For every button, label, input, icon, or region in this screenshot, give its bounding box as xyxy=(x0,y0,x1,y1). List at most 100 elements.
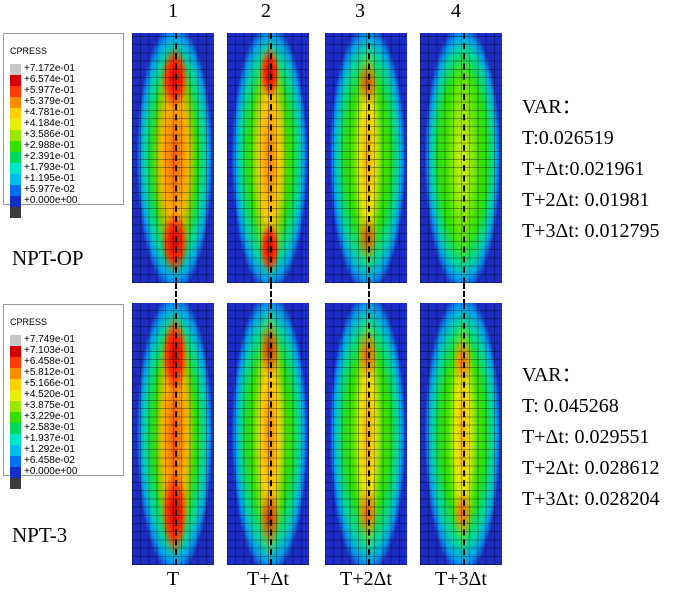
pressure-field xyxy=(325,33,407,283)
center-axis xyxy=(175,33,177,283)
legend-value: +3.875e-01 xyxy=(24,400,75,411)
contour-panel-npt-3-t-3dt xyxy=(420,303,502,565)
legend-value: +2.988e-01 xyxy=(24,140,75,151)
mesh-grid xyxy=(132,33,214,283)
legend-value: +6.574e-01 xyxy=(24,74,75,85)
contour-panel-npt-3-t-2dt xyxy=(325,303,407,565)
legend-value: +7.172e-01 xyxy=(24,63,75,74)
pressure-field xyxy=(420,303,502,565)
legend-value: +0.000e+00 xyxy=(24,195,78,206)
legend-npt-op: CPRESS +7.172e-01 +6.574e-01 +5.977e-01 +5.… xyxy=(3,33,124,218)
mesh-grid xyxy=(420,303,502,565)
center-axis xyxy=(270,303,272,565)
column-number-4: 4 xyxy=(451,0,461,22)
legend-value: +7.749e-01 xyxy=(24,334,75,345)
legend-value: +6.458e-01 xyxy=(24,356,75,367)
legend-value: +1.195e-01 xyxy=(24,173,75,184)
column-label-t: T xyxy=(166,568,180,590)
column-label-t-3dt: T+3Δt xyxy=(435,568,487,590)
pressure-field xyxy=(325,303,407,565)
contour-panel-npt-3-t-dt xyxy=(227,303,309,565)
var-line-t-2dt: T+2Δt: 0.028612 xyxy=(522,457,660,479)
legend-swatch xyxy=(10,357,21,368)
legend-value: +2.583e-01 xyxy=(24,422,75,433)
column-number-1: 1 xyxy=(168,0,178,22)
legend-value: +7.103e-01 xyxy=(24,345,75,356)
legend-swatch xyxy=(10,163,21,174)
var-line-t-dt: T+Δt:0.021961 xyxy=(522,158,645,180)
legend-swatch xyxy=(10,196,21,207)
legend-value: +1.292e-01 xyxy=(24,444,75,455)
var-block-npt-op: VAR： T:0.026519 T+Δt:0.021961 T+2Δt: 0.0… xyxy=(522,92,659,247)
mesh-grid xyxy=(227,33,309,283)
axis-gap-dash-3 xyxy=(368,283,370,305)
legend-swatch xyxy=(10,152,21,163)
axis-gap-dash-1 xyxy=(175,283,177,305)
legend-swatch xyxy=(10,401,21,412)
legend-value: +3.586e-01 xyxy=(24,129,75,140)
mesh-grid xyxy=(325,33,407,283)
mesh-grid xyxy=(325,303,407,565)
legend-swatch xyxy=(10,368,21,379)
column-number-2: 2 xyxy=(261,0,271,22)
legend-swatch xyxy=(10,467,21,478)
row-label-npt-3: NPT-3 xyxy=(12,523,68,547)
pressure-field xyxy=(420,33,502,283)
center-axis xyxy=(175,303,177,565)
legend-value: +5.977e-02 xyxy=(24,184,75,195)
legend-title: CPRESS xyxy=(10,46,48,56)
legend-swatch xyxy=(10,456,21,467)
legend-value: +5.379e-01 xyxy=(24,96,75,107)
center-axis xyxy=(463,33,465,283)
legend-value: +4.781e-01 xyxy=(24,107,75,118)
legend-swatch xyxy=(10,64,21,75)
pressure-field xyxy=(132,303,214,565)
mesh-grid xyxy=(132,303,214,565)
legend-value: +2.391e-01 xyxy=(24,151,75,162)
pressure-field xyxy=(227,303,309,565)
legend-value: +4.520e-01 xyxy=(24,389,75,400)
center-axis xyxy=(270,33,272,283)
column-number-3: 3 xyxy=(355,0,365,22)
legend-swatch xyxy=(10,207,21,218)
center-axis xyxy=(463,303,465,565)
legend-swatch xyxy=(10,97,21,108)
column-label-t-dt: T+Δt xyxy=(247,568,289,590)
contour-panel-npt-op-t-dt xyxy=(227,33,309,283)
axis-gap-dash-4 xyxy=(463,283,465,305)
mesh-grid xyxy=(420,33,502,283)
pressure-field xyxy=(227,33,309,283)
legend-swatch xyxy=(10,185,21,196)
var-line-t: T:0.026519 xyxy=(522,127,614,149)
row-label-npt-op: NPT-OP xyxy=(12,246,84,270)
mesh-grid xyxy=(227,303,309,565)
contour-panel-npt-op-t-2dt xyxy=(325,33,407,283)
legend-swatch xyxy=(10,445,21,456)
column-label-t-2dt: T+2Δt xyxy=(340,568,392,590)
legend-value: +1.937e-01 xyxy=(24,433,75,444)
center-axis xyxy=(368,303,370,565)
legend-swatch xyxy=(10,346,21,357)
legend-swatch xyxy=(10,379,21,390)
legend-value: +0.000e+00 xyxy=(24,466,78,477)
legend-swatch xyxy=(10,86,21,97)
axis-gap-dash-2 xyxy=(270,283,272,305)
legend-swatch xyxy=(10,390,21,401)
var-title: VAR： xyxy=(522,364,582,386)
legend-swatch xyxy=(10,75,21,86)
legend-swatch xyxy=(10,130,21,141)
legend-swatch xyxy=(10,412,21,423)
var-line-t-dt: T+Δt: 0.029551 xyxy=(522,426,650,448)
legend-swatch xyxy=(10,119,21,130)
legend-swatch xyxy=(10,335,21,346)
contour-panel-npt-op-t xyxy=(132,33,214,283)
var-block-npt-3: VAR： T: 0.045268 T+Δt: 0.029551 T+2Δt: 0… xyxy=(522,360,659,515)
legend-value: +4.184e-01 xyxy=(24,118,75,129)
legend-value: +6.458e-02 xyxy=(24,455,75,466)
legend-value: +5.166e-01 xyxy=(24,378,75,389)
legend-swatch xyxy=(10,141,21,152)
var-line-t: T: 0.045268 xyxy=(522,395,619,417)
legend-swatch xyxy=(10,423,21,434)
var-line-t-3dt: T+3Δt: 0.012795 xyxy=(522,220,660,242)
legend-value: +1.793e-01 xyxy=(24,162,75,173)
